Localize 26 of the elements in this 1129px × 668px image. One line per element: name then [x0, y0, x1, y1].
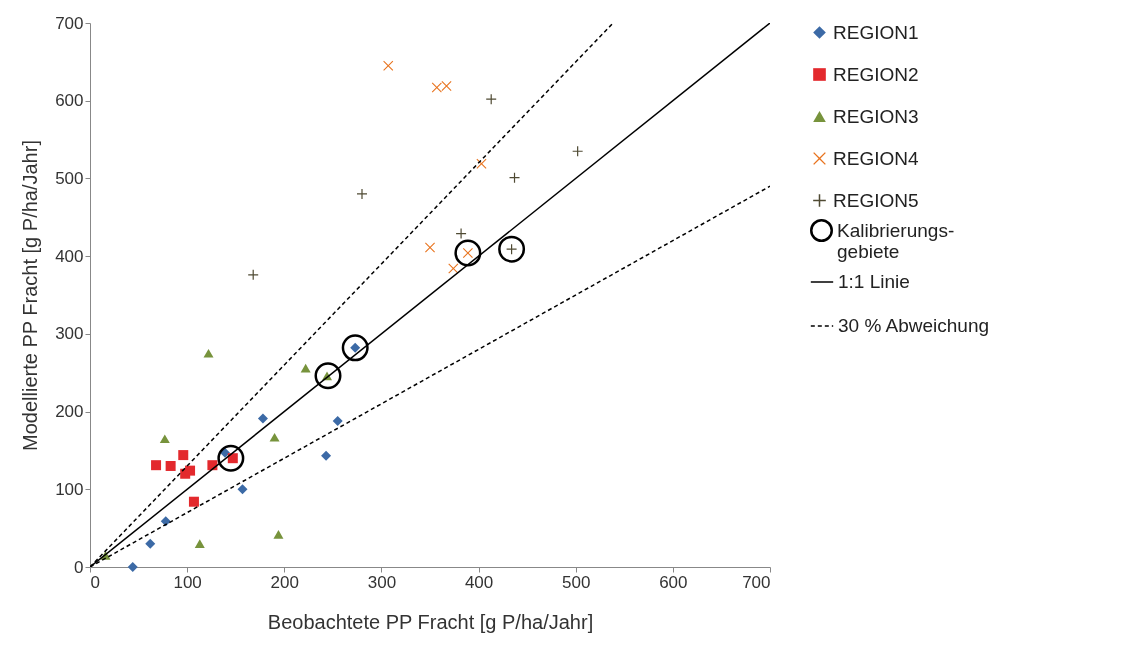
y-tick-label: 300 [55, 324, 84, 344]
legend-label: REGION3 [833, 105, 919, 127]
y-tick-label: 200 [55, 402, 84, 422]
x-tick-label: 400 [464, 572, 494, 592]
x-tick-label: 300 [367, 572, 397, 592]
x-tick-label: 700 [742, 572, 771, 592]
x-axis-title: Beobachtete PP Fracht [g P/ha/Jahr] [267, 610, 594, 633]
y-tick-label: 400 [55, 246, 84, 266]
legend-label: REGION1 [833, 21, 919, 43]
y-tick-label: 500 [55, 168, 84, 188]
y-tick-label: 600 [55, 91, 84, 111]
legend-label: REGION4 [833, 147, 919, 169]
x-tick-label: 0 [90, 572, 100, 592]
x-tick-label: 600 [659, 572, 688, 592]
x-tick-label: 500 [562, 572, 591, 592]
y-tick-label: 0 [74, 557, 84, 577]
y-axis-title: Modellierte PP Fracht [g P/ha/Jahr] [19, 140, 42, 451]
legend-label: 30 % Abweichung [838, 315, 990, 336]
y-tick-label: 700 [55, 13, 84, 33]
y-tick-label: 100 [55, 479, 84, 499]
legend-label: Kalibrierungs-gebiete [837, 219, 955, 262]
x-tick-label: 100 [173, 572, 202, 592]
legend-label: REGION2 [833, 63, 919, 85]
legend-label: REGION5 [833, 189, 919, 211]
legend-label: 1:1 Linie [838, 271, 910, 292]
x-tick-label: 200 [270, 572, 299, 592]
